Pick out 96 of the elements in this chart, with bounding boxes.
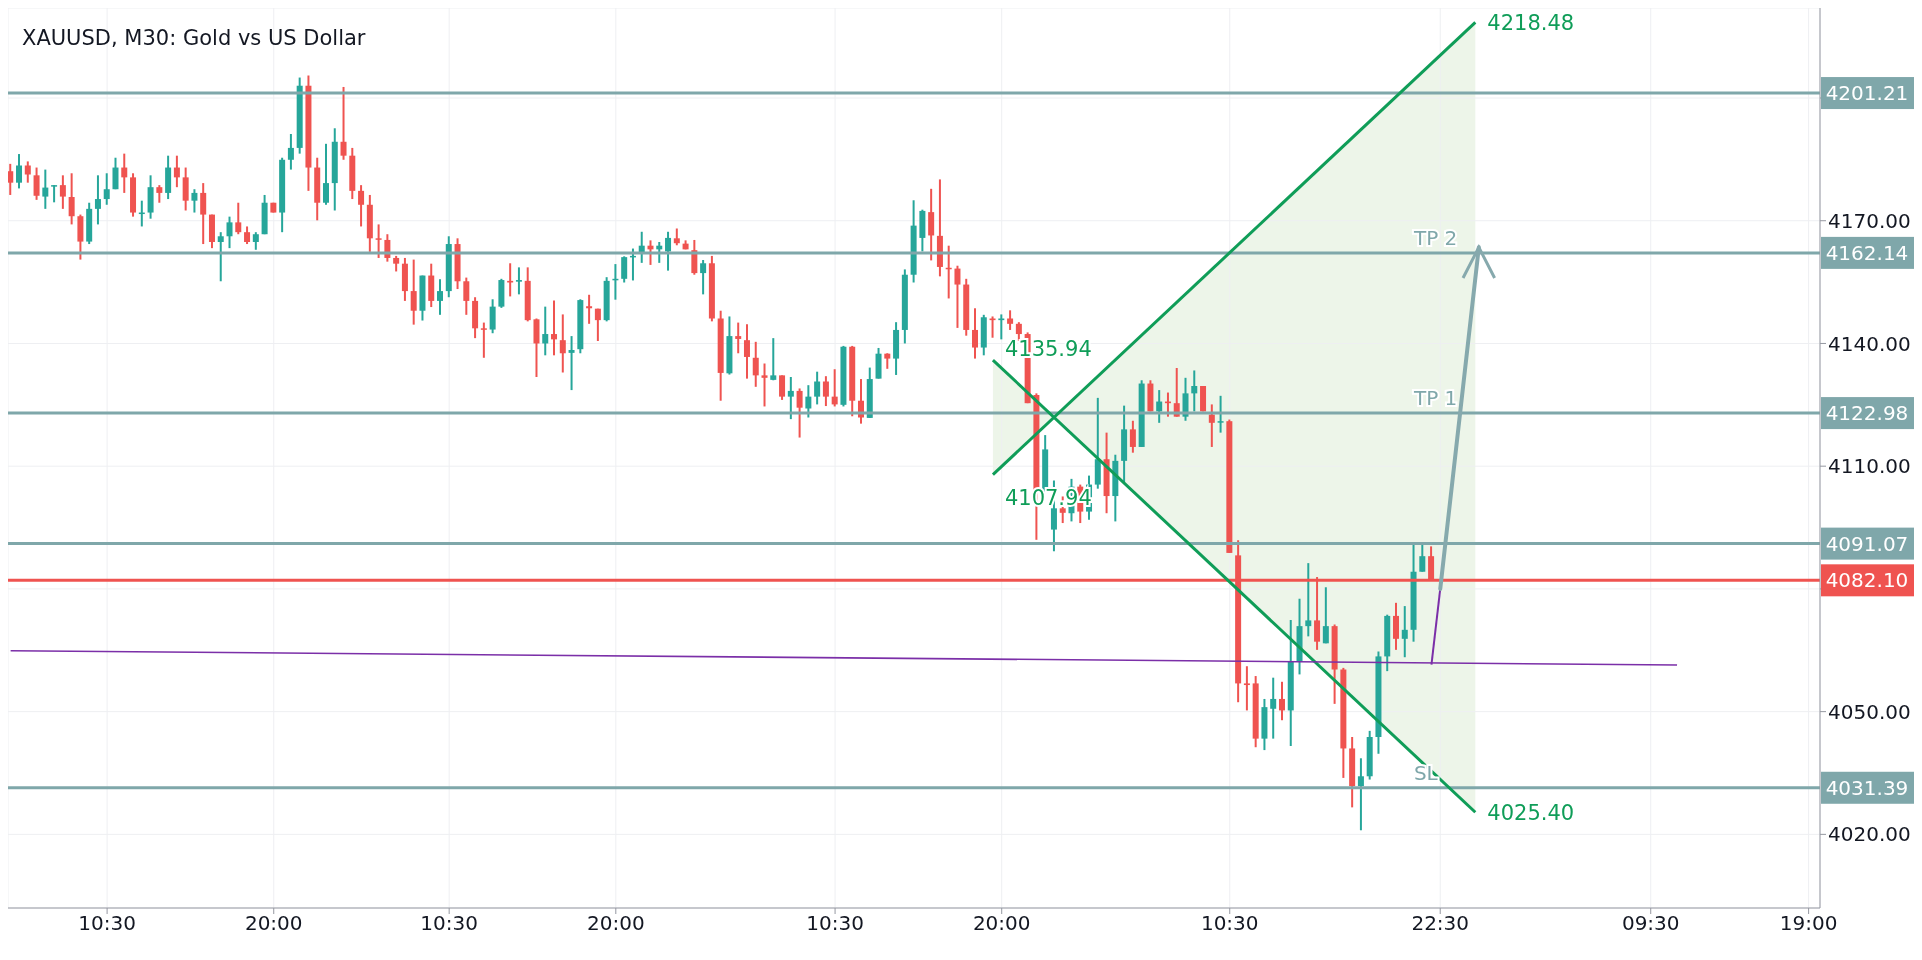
- candlestick: [112, 156, 119, 191]
- candlestick: [928, 187, 935, 262]
- candlestick: [1007, 309, 1014, 331]
- candlestick: [16, 153, 23, 190]
- y-tick-label: 4170.00: [1828, 208, 1911, 233]
- candlestick: [226, 215, 233, 250]
- candlestick: [551, 299, 558, 357]
- ref-line-label: 4082.10: [1825, 568, 1909, 593]
- candlestick: [1217, 394, 1224, 434]
- candlestick: [752, 340, 759, 388]
- candlestick: [954, 264, 961, 329]
- candlestick: [42, 168, 49, 210]
- candlestick: [700, 259, 707, 296]
- candlestick: [437, 278, 443, 316]
- candlestick: [735, 321, 742, 355]
- candlestick: [463, 276, 470, 316]
- x-tick-label: 09:30: [1621, 911, 1680, 936]
- ref-line-label: 4031.39: [1825, 775, 1909, 800]
- y-tick-label: 4050.00: [1828, 699, 1911, 724]
- candlestick: [814, 370, 821, 406]
- candlestick: [515, 266, 522, 296]
- candlestick: [1419, 543, 1426, 573]
- candlestick: [559, 313, 566, 374]
- candlestick: [665, 230, 672, 272]
- candlestick: [287, 133, 294, 171]
- candlestick: [1278, 680, 1285, 722]
- candlestick: [542, 305, 549, 357]
- candlestick: [1156, 389, 1163, 424]
- x-tick-label: 20:00: [244, 911, 303, 936]
- candlestick: [1208, 403, 1215, 448]
- candlestick: [375, 223, 382, 259]
- candlestick: [787, 376, 794, 421]
- candlestick: [805, 384, 812, 419]
- candlestick: [1270, 676, 1277, 740]
- candlestick: [1305, 562, 1312, 638]
- text: XAUUSD, M30: Gold vs US Dollar: [22, 26, 366, 50]
- ref-line-label: 4122.98: [1825, 401, 1909, 426]
- candlestick: [173, 154, 180, 189]
- annotation: TP 1: [1412, 386, 1458, 411]
- candlestick: [24, 160, 31, 184]
- candlestick: [94, 174, 101, 226]
- candlestick: [1182, 376, 1189, 422]
- x-tick-label: 22:30: [1411, 911, 1470, 936]
- x-tick-label: 20:00: [586, 911, 645, 936]
- candlestick: [410, 258, 417, 326]
- candlestick: [1191, 369, 1198, 413]
- annotation: TP 2: [1412, 225, 1458, 250]
- candlestick: [1393, 601, 1399, 651]
- candlestick: [121, 152, 128, 194]
- ref-line-label: 4091.07: [1825, 531, 1909, 556]
- candlestick: [191, 188, 198, 214]
- x-tick-label: 19:00: [1779, 911, 1838, 936]
- candlestick: [33, 166, 40, 201]
- candlestick: [1015, 321, 1022, 342]
- candlestick: [322, 142, 329, 206]
- x-tick-label: 10:30: [420, 911, 478, 936]
- candlestick: [621, 255, 628, 284]
- y-tick-label: 4020.00: [1828, 822, 1911, 847]
- candlestick: [1129, 419, 1136, 454]
- candlestick: [103, 172, 110, 206]
- candlestick: [1243, 665, 1250, 712]
- x-tick-label: 20:00: [972, 911, 1031, 936]
- candlestick: [779, 374, 786, 401]
- candlestick: [59, 174, 66, 210]
- candlestick: [761, 362, 768, 408]
- data-label: 4025.40: [1487, 801, 1575, 826]
- ref-line-label: 4162.14: [1825, 240, 1909, 265]
- x-tick-label: 10:30: [806, 911, 864, 936]
- ref-line-label: 4201.21: [1825, 81, 1909, 106]
- candlestick: [489, 298, 496, 335]
- candlestick: [568, 335, 575, 392]
- candlestick: [200, 182, 207, 246]
- candlestick: [770, 337, 777, 382]
- candlestick: [182, 166, 189, 212]
- candlestick: [972, 307, 979, 360]
- x-tick-label: 10:30: [78, 911, 136, 936]
- y-tick-label: 4140.00: [1828, 331, 1911, 356]
- candlestick: [1357, 757, 1364, 832]
- data-label: 4218.48: [1487, 11, 1575, 36]
- candlestick: [586, 293, 593, 325]
- candlestick: [358, 184, 365, 228]
- candlestick: [1322, 586, 1329, 645]
- y-tick-label: 4110.00: [1828, 454, 1911, 479]
- candlestick: [1401, 605, 1408, 659]
- candlestick: [340, 85, 347, 161]
- candlestick: [796, 387, 803, 439]
- candlestick: [480, 321, 487, 359]
- candlestick: [8, 162, 14, 196]
- candlestick: [235, 201, 242, 236]
- candlestick: [822, 375, 829, 408]
- candlestick: [217, 231, 224, 283]
- x-tick-label: 10:30: [1200, 911, 1259, 936]
- candlestick: [743, 323, 750, 380]
- candlestick: [507, 262, 514, 298]
- candlestick: [68, 172, 75, 226]
- candlestick: [594, 307, 601, 342]
